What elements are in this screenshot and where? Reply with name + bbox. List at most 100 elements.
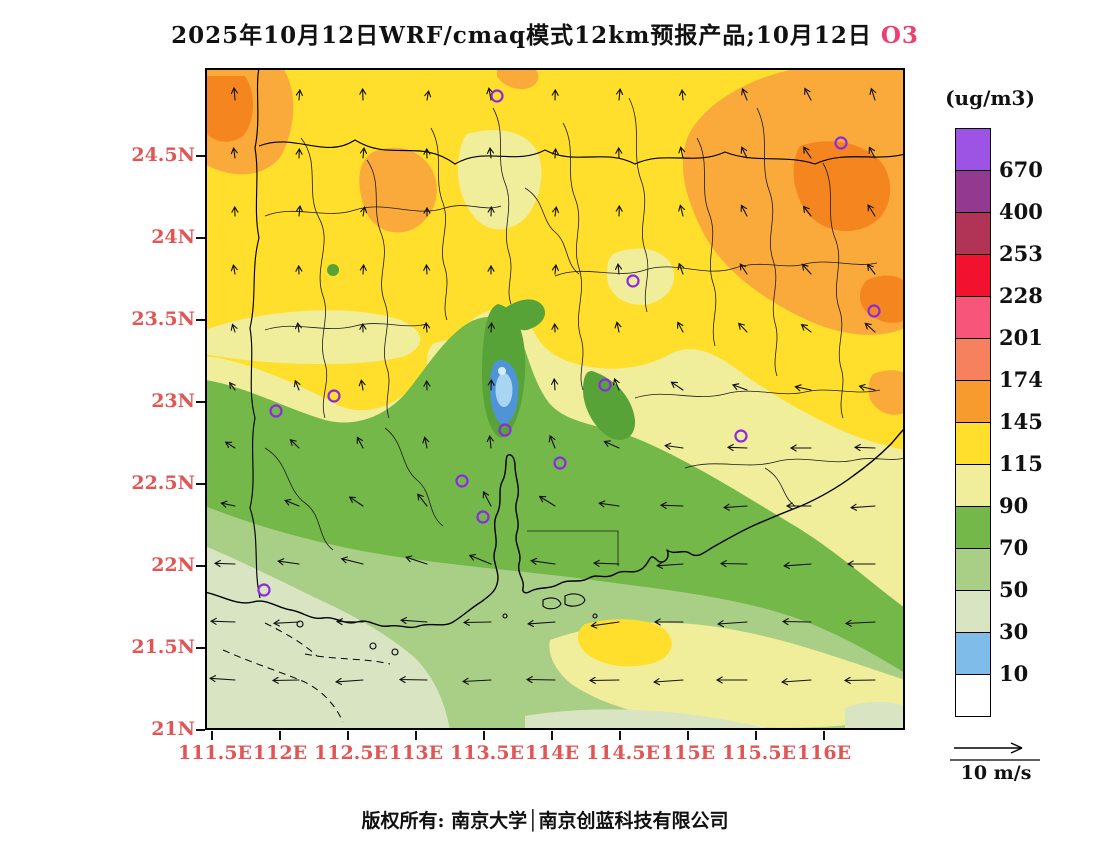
station-markers: [257, 89, 881, 597]
map-plot-area: [204, 67, 906, 730]
wind-arrow: [723, 503, 748, 511]
wind-arrow: [726, 443, 748, 452]
coastline: [204, 427, 906, 723]
colorbar-tick-label: 90: [999, 493, 1029, 518]
wind-arrow: [538, 495, 556, 507]
wind-arrow: [803, 146, 812, 159]
colorbar-tick-label: 201: [999, 325, 1043, 350]
lon-tick: [279, 731, 281, 740]
wind-arrow: [868, 146, 876, 159]
station-marker: [490, 89, 504, 103]
station-marker: [498, 423, 512, 437]
colorbar-tick-label: 30: [999, 619, 1029, 644]
wind-arrow: [719, 560, 748, 568]
lat-tick: [196, 729, 205, 731]
wind-arrow: [348, 496, 364, 507]
lon-tick: [551, 731, 553, 740]
station-marker: [553, 456, 567, 470]
wind-arrow: [335, 677, 364, 686]
wind-arrow: [398, 676, 428, 684]
lat-tick: [196, 647, 205, 649]
lat-tick: [196, 237, 205, 239]
wind-arrow: [213, 559, 236, 568]
wind-arrow: [616, 88, 624, 101]
lon-tick-label: 112.5E: [314, 742, 388, 764]
station-marker: [834, 136, 848, 150]
wind-arrow: [783, 561, 812, 570]
lon-tick-label: 114E: [524, 742, 580, 764]
page-title: 2025年10月12日WRF/cmaq模式12km预报产品;10月12日 O3: [0, 16, 1090, 50]
wind-arrow: [551, 263, 559, 275]
lon-tick-label: 112E: [252, 742, 308, 764]
wind-arrow: [741, 87, 748, 101]
wind-arrow: [853, 443, 876, 452]
wind-arrow: [468, 553, 492, 565]
colorbar-cell: [955, 254, 991, 297]
station-marker: [476, 510, 490, 524]
wind-arrow: [551, 377, 559, 391]
colorbar-tick-label: 115: [999, 451, 1043, 476]
wind-arrow: [678, 204, 686, 217]
wind-arrow: [737, 322, 748, 333]
wind-arrow: [359, 322, 367, 333]
wind-arrow: [592, 559, 620, 567]
wind-arrow: [424, 90, 432, 101]
wind-arrow: [359, 87, 367, 101]
wind-arrow: [598, 500, 620, 508]
lon-tick: [347, 731, 349, 740]
wind-arrow: [858, 383, 876, 391]
wind-arrow: [614, 321, 622, 333]
wind-arrow: [423, 379, 431, 391]
station-marker: [626, 274, 640, 288]
wind-arrow: [802, 205, 812, 217]
colorbar-cell: [955, 422, 991, 465]
wind-arrow: [423, 206, 431, 217]
wind-arrow: [864, 322, 876, 333]
wind-arrow: [525, 676, 556, 684]
wind-arrow: [284, 498, 300, 507]
wind-arrow: [678, 89, 687, 101]
wind-arrow: [231, 205, 239, 217]
lon-tick: [483, 731, 485, 740]
wind-arrow: [781, 618, 812, 626]
wind-arrow: [867, 204, 876, 217]
wind-arrow: [677, 262, 685, 275]
wind-arrow: [844, 619, 876, 627]
wind-arrow: [781, 678, 812, 686]
wind-arrow: [551, 147, 559, 159]
wind-arrow: [293, 379, 301, 391]
wind-arrow: [486, 87, 494, 101]
wind-arrow: [272, 619, 300, 627]
colorbar-cell: [955, 338, 991, 381]
colorbar-cell: [955, 590, 991, 633]
wind-scale-arrow: [950, 742, 1040, 761]
colorbar-cell: [955, 464, 991, 507]
colorbar-tick-label: 145: [999, 409, 1043, 434]
wind-arrow: [209, 675, 236, 683]
o3-concentration-map: [204, 67, 906, 730]
wind-arrow: [487, 378, 495, 391]
wind-arrow: [846, 560, 876, 568]
station-marker: [598, 378, 612, 392]
lon-tick-label: 115.5E: [722, 742, 796, 764]
wind-arrow: [615, 146, 623, 159]
wind-arrow: [717, 620, 748, 628]
station-marker: [327, 389, 341, 403]
wind-arrow: [794, 384, 812, 392]
wind-arrow: [664, 442, 684, 450]
wind-arrow: [230, 147, 238, 159]
colorbar-tick-label: 228: [999, 283, 1043, 308]
wind-arrow: [295, 88, 303, 101]
lat-tick: [196, 401, 205, 403]
colorbar: [955, 128, 991, 717]
lon-tick: [211, 731, 213, 740]
wind-arrow: [230, 323, 238, 333]
wind-arrows: [209, 86, 877, 686]
wind-arrow: [295, 147, 303, 159]
colorbar-tick-label: 670: [999, 157, 1043, 182]
wind-arrow: [613, 377, 620, 391]
lon-tick: [823, 731, 825, 740]
wind-arrow: [739, 263, 748, 275]
wind-arrow: [359, 147, 368, 159]
station-marker: [867, 304, 881, 318]
